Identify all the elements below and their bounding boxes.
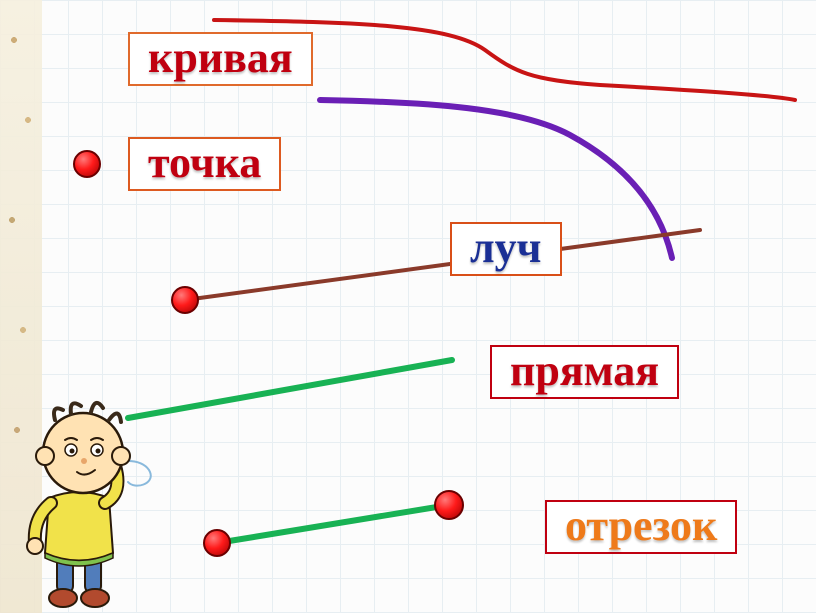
cartoon-kid (5, 398, 155, 613)
label-curve: кривая (128, 32, 313, 86)
ray-start-dot (171, 286, 199, 314)
diagram-stage: кривая точка луч прямая отрезок (0, 0, 816, 613)
label-ray: луч (450, 222, 562, 276)
label-point: точка (128, 137, 281, 191)
segment-dot-b (434, 490, 464, 520)
segment-dot-a (203, 529, 231, 557)
point-dot (73, 150, 101, 178)
label-line: прямая (490, 345, 679, 399)
label-segment: отрезок (545, 500, 737, 554)
